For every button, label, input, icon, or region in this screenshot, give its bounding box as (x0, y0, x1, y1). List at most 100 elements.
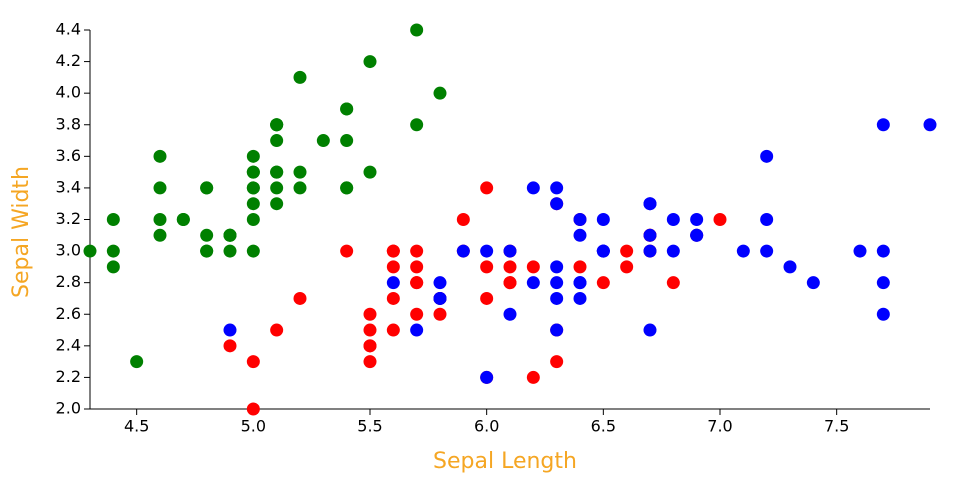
point (620, 244, 634, 258)
point (246, 149, 260, 163)
point (410, 276, 424, 290)
point (596, 244, 610, 258)
point (83, 244, 97, 258)
x-axis-title: Sepal Length (433, 449, 577, 474)
x-tick-label: 7.5 (824, 417, 849, 436)
point (923, 118, 937, 132)
point (433, 86, 447, 100)
point (666, 276, 680, 290)
point (340, 134, 354, 148)
point (106, 260, 120, 274)
point (876, 118, 890, 132)
point (433, 307, 447, 321)
point (410, 118, 424, 132)
point (736, 244, 750, 258)
point (643, 228, 657, 242)
point (153, 213, 167, 226)
point (223, 339, 237, 353)
point (526, 260, 540, 274)
point (106, 213, 120, 226)
point (596, 213, 610, 226)
y-tick-label: 3.0 (56, 241, 81, 260)
point (363, 307, 377, 321)
point (410, 260, 424, 274)
point (503, 276, 517, 290)
point (503, 307, 517, 321)
point (200, 181, 214, 195)
point (480, 260, 494, 274)
point (410, 244, 424, 258)
y-axis-title: Sepal Width (9, 166, 34, 298)
x-tick-label: 6.5 (591, 417, 616, 436)
point (106, 244, 120, 258)
y-tick-label: 4.4 (56, 20, 81, 39)
point (270, 165, 284, 179)
point (690, 213, 704, 226)
point (456, 244, 470, 258)
point (130, 355, 144, 369)
y-tick-label: 3.6 (56, 146, 81, 165)
point (643, 323, 657, 337)
point (573, 291, 587, 305)
point (876, 307, 890, 321)
point (270, 134, 284, 148)
point (340, 102, 354, 116)
point (550, 197, 564, 211)
point (526, 181, 540, 195)
point (223, 244, 237, 258)
point (246, 402, 260, 416)
point (853, 244, 867, 258)
point (760, 244, 774, 258)
point (246, 244, 260, 258)
point (666, 213, 680, 226)
point (550, 276, 564, 290)
y-tick-label: 3.2 (56, 209, 81, 228)
point (550, 355, 564, 369)
point (363, 55, 377, 69)
point (246, 165, 260, 179)
point (433, 291, 447, 305)
point (783, 260, 797, 274)
point (270, 181, 284, 195)
point (246, 197, 260, 211)
point (363, 355, 377, 369)
point (806, 276, 820, 290)
point (246, 355, 260, 369)
point (480, 181, 494, 195)
point (550, 323, 564, 337)
point (363, 339, 377, 353)
y-tick-label: 2.2 (56, 367, 81, 386)
point (690, 228, 704, 242)
point (223, 323, 237, 337)
point (293, 291, 307, 305)
point (200, 244, 214, 258)
point (223, 228, 237, 242)
point (713, 213, 727, 226)
point (876, 276, 890, 290)
point (363, 323, 377, 337)
y-tick-label: 2.4 (56, 335, 81, 354)
y-tick-label: 2.0 (56, 399, 81, 418)
x-tick-label: 7.0 (707, 417, 732, 436)
point (246, 213, 260, 226)
point (293, 181, 307, 195)
point (573, 213, 587, 226)
point (760, 213, 774, 226)
point (526, 276, 540, 290)
point (876, 244, 890, 258)
point (760, 149, 774, 163)
point (153, 181, 167, 195)
point (433, 276, 447, 290)
y-tick-label: 4.2 (56, 51, 81, 70)
point (270, 118, 284, 132)
point (643, 244, 657, 258)
point (550, 181, 564, 195)
point (386, 260, 400, 274)
point (386, 323, 400, 337)
point (456, 213, 470, 226)
point (596, 276, 610, 290)
point (176, 213, 190, 226)
point (153, 149, 167, 163)
point (573, 276, 587, 290)
